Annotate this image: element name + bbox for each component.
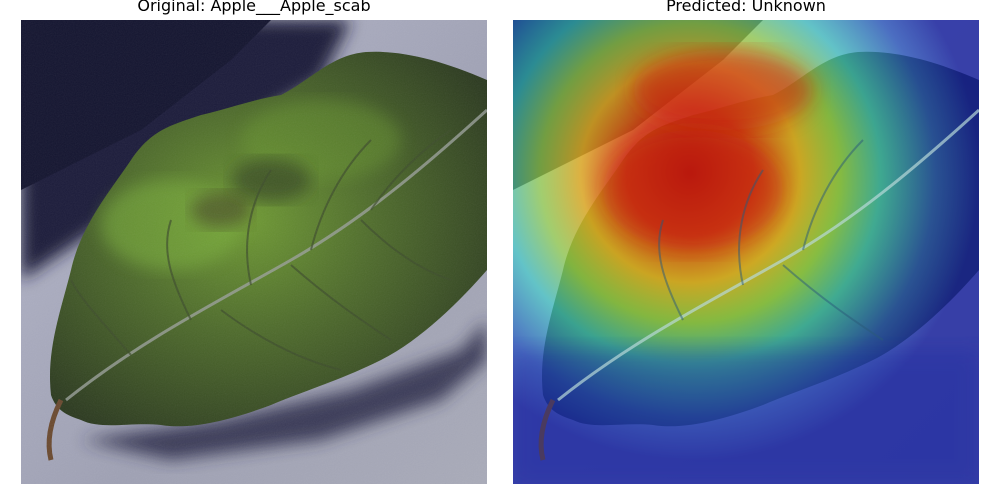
- heat-hotspot: [633, 50, 813, 130]
- original-image-title: Original: Apple___Apple_scab: [137, 0, 371, 15]
- leaf-photo-svg: [21, 20, 487, 484]
- heat-hotspot: [603, 130, 783, 250]
- original-leaf-image: [21, 20, 487, 484]
- leaf-stem: [538, 398, 556, 461]
- heat-cool-region: [513, 350, 979, 484]
- leaf-veins: [658, 139, 884, 341]
- gradcam-heatmap-image: [513, 20, 979, 484]
- predicted-image-title: Predicted: Unknown: [666, 0, 826, 15]
- heatmap-svg: [513, 20, 979, 484]
- leaf-midrib: [557, 108, 979, 402]
- photo-grain: [21, 20, 487, 484]
